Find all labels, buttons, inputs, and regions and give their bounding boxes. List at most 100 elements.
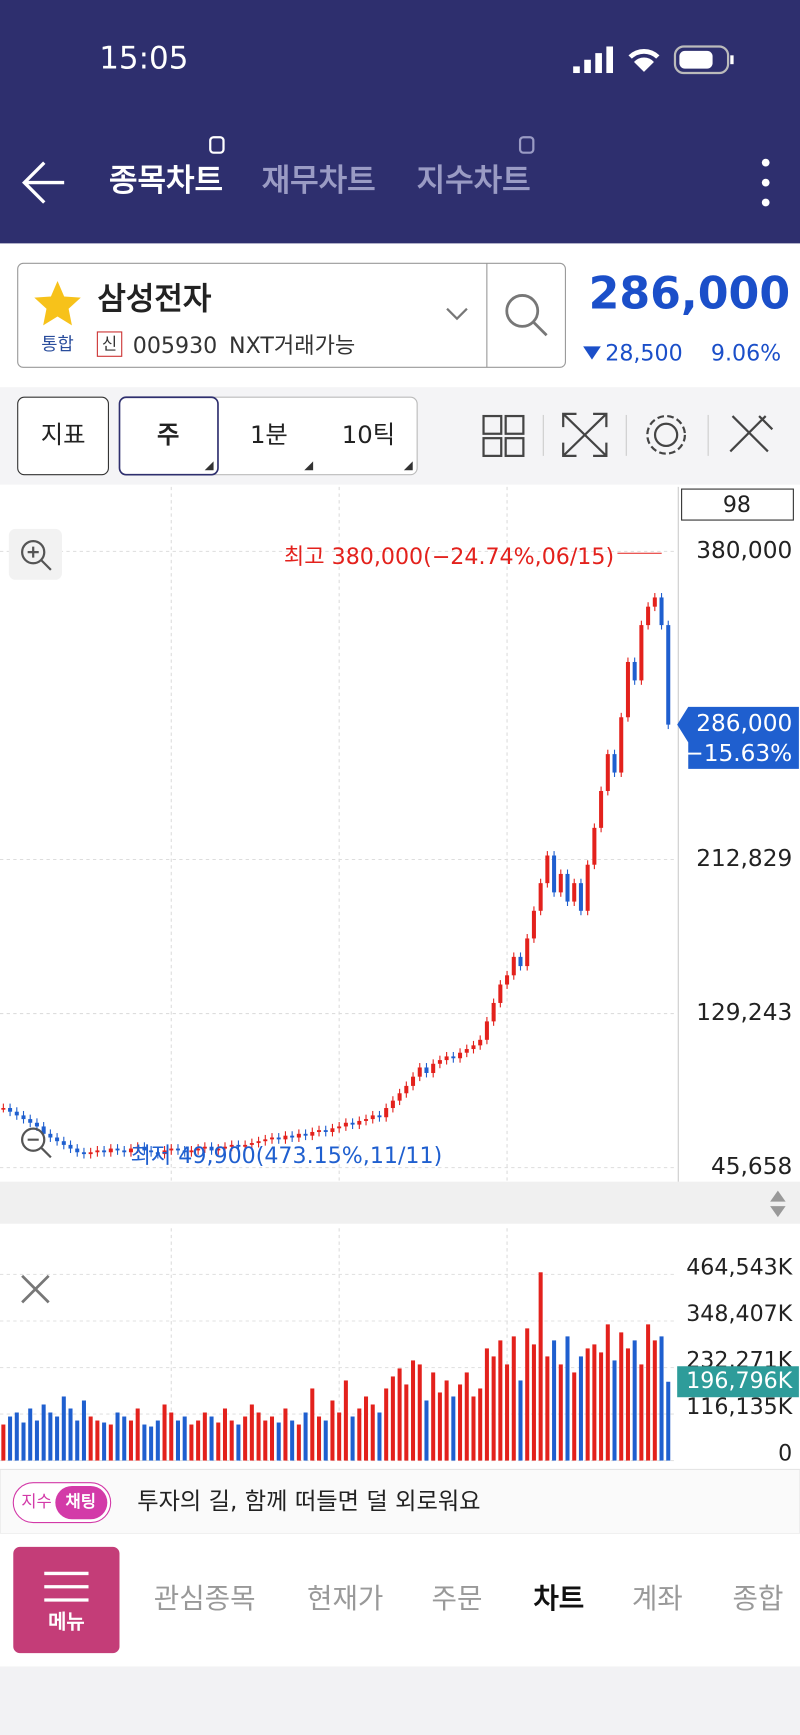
volume-bar: [558, 1364, 563, 1461]
last-price-tag: [677, 706, 799, 769]
tab-active[interactable]: 종목차트: [109, 163, 223, 199]
volume-bar: [269, 1416, 275, 1461]
period-active[interactable]: [118, 396, 219, 476]
candle-body: [175, 1148, 180, 1151]
volume-bar: [451, 1396, 456, 1461]
volume-bar: [155, 1420, 160, 1461]
volume-bar: [243, 1416, 248, 1461]
volume-bar: [115, 1412, 120, 1461]
close-volume[interactable]: [21, 1274, 50, 1304]
candle-body: [115, 1148, 120, 1151]
volume-bar: [377, 1412, 382, 1461]
candle-body: [646, 606, 651, 626]
volume-bar: [236, 1424, 241, 1461]
candle-body: [343, 1122, 348, 1127]
button-label[interactable]: 10틱: [342, 420, 395, 449]
volume-bar: [128, 1420, 133, 1461]
volume-bar: [585, 1348, 590, 1461]
volume-bar: [263, 1420, 268, 1461]
chart-bg: [0, 484, 800, 1182]
candle-body: [162, 1150, 167, 1155]
volume-bar: [95, 1420, 100, 1461]
candle-body: [1, 1108, 6, 1110]
volume-bar: [350, 1416, 355, 1461]
axis-toggle[interactable]: [770, 1190, 786, 1218]
y-tick-label: 45,658: [711, 1153, 792, 1180]
zoom-out[interactable]: [21, 1127, 52, 1159]
candle-body: [155, 1152, 160, 1155]
candle-body: [310, 1131, 315, 1136]
down-arrow: [583, 346, 601, 360]
nav-item[interactable]: 현재가: [307, 1582, 383, 1615]
button-label: 지표: [41, 420, 86, 449]
last-rate: −15.63%: [684, 740, 792, 767]
candle-body: [592, 827, 597, 865]
menu-icon: [44, 1571, 89, 1602]
date-axis-bg: [0, 1181, 800, 1224]
zoom-in[interactable]: [8, 528, 62, 580]
volume-bar: [249, 1404, 254, 1461]
dropdown[interactable]: [446, 307, 468, 321]
volume-bar: [330, 1400, 335, 1461]
candle-body: [632, 661, 637, 681]
nav-item[interactable]: 주문: [432, 1582, 483, 1615]
status-icons: [573, 45, 734, 75]
candle-body: [652, 597, 657, 607]
volume-bar: [417, 1364, 422, 1461]
candle-body: [95, 1150, 100, 1153]
volume-bar: [283, 1408, 288, 1461]
candle-body: [612, 754, 617, 773]
nav-item[interactable]: 종합: [733, 1582, 784, 1615]
indicator-button[interactable]: [17, 396, 109, 476]
volume-tick-label: 464,543K: [686, 1254, 792, 1280]
candle-body: [424, 1067, 429, 1073]
volume-bar: [605, 1324, 610, 1461]
candle-body: [599, 790, 604, 828]
volume-bar: [471, 1396, 476, 1461]
volume-bar: [424, 1400, 429, 1461]
volume-bar: [538, 1272, 543, 1461]
candle-body: [437, 1060, 442, 1064]
candle-body: [384, 1108, 389, 1118]
tool-icons[interactable]: [482, 412, 774, 457]
banner-text[interactable]: 투자의 길, 함께 떠들면 덜 외로워요: [137, 1488, 480, 1515]
candle-body: [491, 1002, 496, 1022]
more-button[interactable]: [761, 158, 770, 207]
candle-body: [639, 625, 644, 681]
stock-box[interactable]: [17, 262, 566, 368]
search-button[interactable]: [505, 294, 548, 337]
volume-bar: [357, 1408, 362, 1461]
volume-bar: [431, 1372, 436, 1461]
candle-body: [531, 910, 536, 939]
candle-body: [337, 1126, 342, 1129]
candle-body: [558, 873, 563, 893]
candle-body: [61, 1141, 66, 1145]
volume-bar: [572, 1372, 577, 1461]
volume-bar: [343, 1380, 348, 1461]
volume-bar: [484, 1348, 489, 1461]
candle-body: [471, 1045, 476, 1050]
button-label: 주: [157, 420, 179, 449]
volume-bar: [511, 1336, 516, 1461]
volume-bar: [310, 1388, 315, 1461]
volume-last: 196,796K: [686, 1368, 792, 1394]
back-button[interactable]: [21, 161, 65, 204]
last-price: 286,000: [696, 710, 792, 737]
volume-bar: [61, 1396, 66, 1461]
nav-item[interactable]: 관심종목: [154, 1582, 256, 1615]
volume-bar: [599, 1352, 604, 1461]
tab[interactable]: 재무차트: [262, 163, 376, 199]
volume-bar: [21, 1422, 26, 1461]
volume-bar: [458, 1384, 463, 1461]
tab[interactable]: 지수차트: [417, 163, 531, 199]
button-label[interactable]: 1분: [250, 420, 288, 449]
volume-bar: [122, 1416, 127, 1461]
nav-item[interactable]: 차트: [533, 1582, 584, 1615]
star-icon[interactable]: [34, 281, 81, 326]
volume-bar: [444, 1380, 449, 1461]
candle-body: [108, 1148, 113, 1153]
candle-body: [236, 1144, 241, 1147]
nav-item[interactable]: 계좌: [632, 1582, 683, 1615]
volume-bar: [1, 1424, 6, 1461]
